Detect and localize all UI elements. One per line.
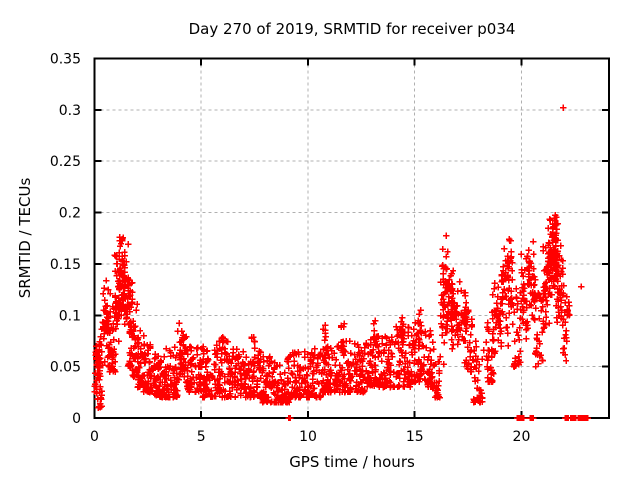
y-tick-label: 0 xyxy=(72,411,81,427)
plot-border xyxy=(93,57,610,419)
y-tick-label: 0.05 xyxy=(50,360,81,376)
x-tick-label: 15 xyxy=(406,429,424,445)
x-tick-label: 20 xyxy=(513,429,531,445)
y-tick-label: 0.1 xyxy=(59,308,81,324)
y-tick-label: 0.2 xyxy=(59,206,81,222)
x-axis-label: GPS time / hours xyxy=(289,453,415,471)
tick-labels: 0 5 10 15 20 0 0.05 0.1 0.15 0.2 0.25 0.3 0.35 xyxy=(50,52,531,446)
x-tick-label: 0 xyxy=(90,429,99,445)
y-axis-label: SRMTID / TECUs xyxy=(16,178,34,299)
data-points xyxy=(91,104,591,422)
y-tick-label: 0.3 xyxy=(59,103,81,119)
y-tick-label: 0.35 xyxy=(50,52,81,68)
y-tick-label: 0.25 xyxy=(50,154,81,170)
y-tick-label: 0.15 xyxy=(50,257,81,273)
chart-title: Day 270 of 2019, SRMTID for receiver p03… xyxy=(189,20,516,38)
axes-border xyxy=(93,57,610,419)
x-tick-label: 5 xyxy=(197,429,206,445)
scatter-points-path xyxy=(91,104,591,422)
x-tick-label: 10 xyxy=(299,429,317,445)
